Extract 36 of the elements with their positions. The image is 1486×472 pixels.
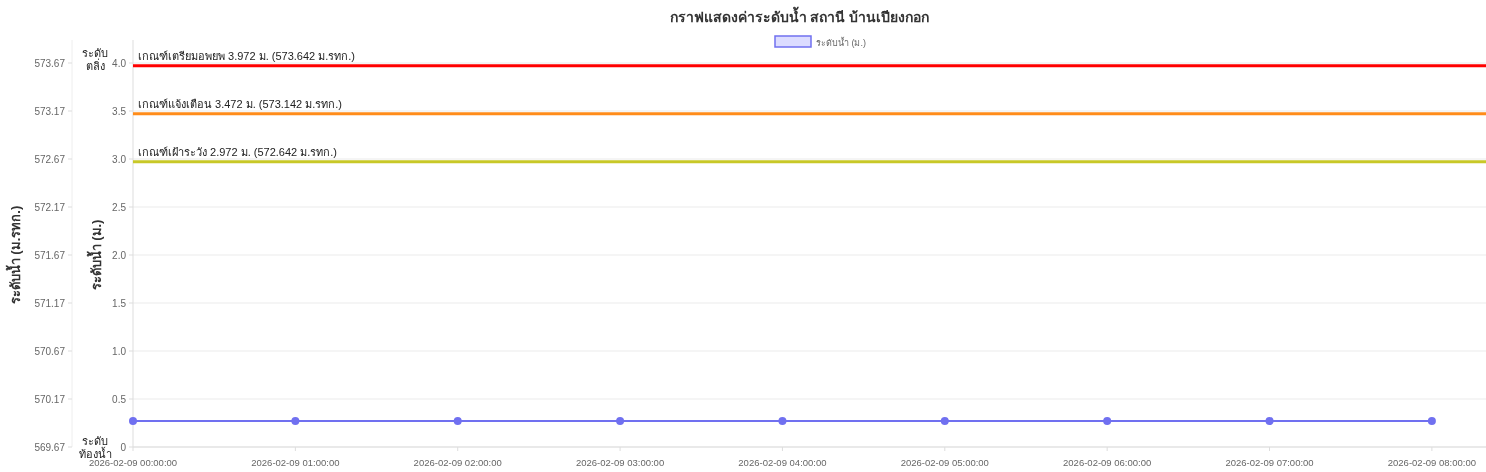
y2-axis-title: ระดับน้ำ (ม.รทก.) xyxy=(5,205,23,305)
y2-tick-label: 573.67 xyxy=(34,58,66,69)
y-tick-label: 1.5 xyxy=(112,298,127,309)
y-tick-label: 4.0 xyxy=(112,58,127,69)
x-tick-label: 2026-02-09 07:00:00 xyxy=(1225,457,1314,468)
y2-tick-label: 571.67 xyxy=(34,250,66,261)
legend-label: ระดับน้ำ (ม.) xyxy=(816,36,866,48)
y-tick-label: 2.5 xyxy=(112,202,127,213)
x-tick-label: 2026-02-09 02:00:00 xyxy=(413,457,502,468)
y-tick-label: 3.0 xyxy=(112,154,127,165)
y2-tick-label: 570.67 xyxy=(34,346,66,357)
y2-tick-label: 572.67 xyxy=(34,154,66,165)
y-tick-label: 0.5 xyxy=(112,394,127,405)
chart-title: กราฟแสดงค่าระดับน้ำ สถานี บ้านเปียงกอก xyxy=(669,6,930,25)
ref-line-label: เกณฑ์แจ้งเตือน 3.472 ม. (573.142 ม.รทก.) xyxy=(138,97,343,110)
ref-line-label: เกณฑ์เตรียมอพยพ 3.972 ม. (573.642 ม.รทก.) xyxy=(138,49,356,62)
x-tick-label: 2026-02-09 08:00:00 xyxy=(1387,457,1476,468)
x-tick-label: 2026-02-09 01:00:00 xyxy=(251,457,340,468)
y2-tick-label: 571.17 xyxy=(34,298,66,309)
text: ระดับ ตลิ่ง xyxy=(82,47,108,72)
y-tick-label: 2.0 xyxy=(112,250,127,261)
x-tick-label: 2026-02-09 00:00:00 xyxy=(88,457,178,468)
text: ระดับ ท้องน้ำ xyxy=(78,435,112,460)
x-tick-label: 2026-02-09 03:00:00 xyxy=(575,457,665,468)
x-tick-label: 2026-02-09 04:00:00 xyxy=(738,457,827,468)
y-tick-label: 1.0 xyxy=(112,346,127,357)
ref-line-label: เกณฑ์เฝ้าระวัง 2.972 ม. (572.642 ม.รทก.) xyxy=(138,145,338,158)
y2-tick-label: 573.17 xyxy=(34,106,66,117)
y-axis-title: ระดับน้ำ (ม.) xyxy=(86,219,104,291)
y-tick-label: 0 xyxy=(120,442,127,453)
y2-tick-label: 570.17 xyxy=(34,394,66,405)
y-tick-label: 3.5 xyxy=(112,106,127,117)
x-tick-label: 2026-02-09 05:00:00 xyxy=(900,457,989,468)
y2-tick-label: 572.17 xyxy=(34,202,66,213)
y2-tick-label: 569.67 xyxy=(34,442,66,453)
x-tick-label: 2026-02-09 06:00:00 xyxy=(1063,457,1152,468)
